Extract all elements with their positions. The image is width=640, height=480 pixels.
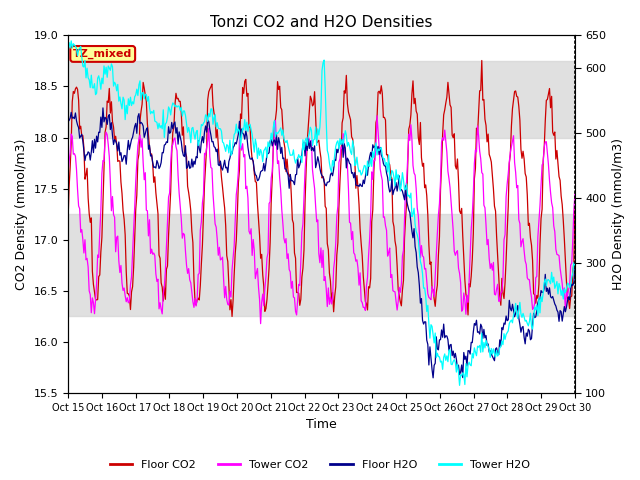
X-axis label: Time: Time [306, 419, 337, 432]
Title: Tonzi CO2 and H2O Densities: Tonzi CO2 and H2O Densities [210, 15, 433, 30]
Bar [68, 61, 575, 138]
Text: TZ_mixed: TZ_mixed [73, 49, 132, 59]
Y-axis label: H2O Density (mmol/m3): H2O Density (mmol/m3) [612, 138, 625, 290]
Bar [68, 214, 575, 316]
Legend: Floor CO2, Tower CO2, Floor H2O, Tower H2O: Floor CO2, Tower CO2, Floor H2O, Tower H… [105, 456, 535, 474]
Y-axis label: CO2 Density (mmol/m3): CO2 Density (mmol/m3) [15, 139, 28, 290]
